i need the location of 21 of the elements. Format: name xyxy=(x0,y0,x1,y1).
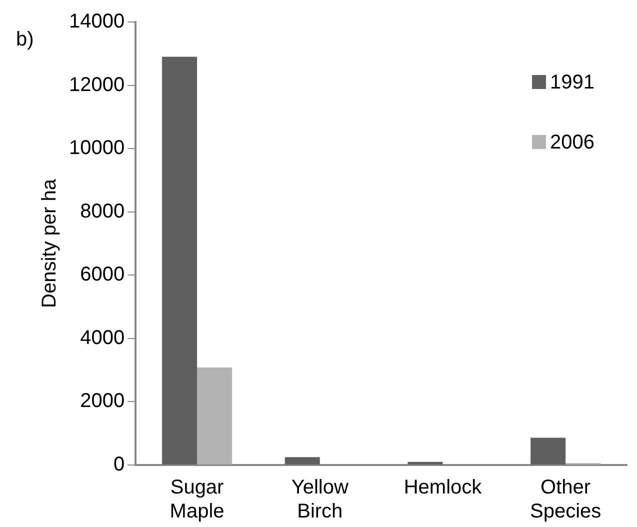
bar xyxy=(530,438,566,464)
y-tick-label: 0 xyxy=(113,454,125,476)
x-tick-label: Other Species xyxy=(530,476,602,523)
y-tick-label: 4000 xyxy=(80,326,125,349)
x-tick-label: Sugar Maple xyxy=(170,476,224,523)
bar xyxy=(162,56,198,464)
bar xyxy=(284,457,320,464)
x-tick-label: Yellow Birch xyxy=(291,476,349,523)
y-tick-label: 6000 xyxy=(80,264,125,286)
legend-label: 2006 xyxy=(550,132,594,154)
y-tick-label: 14000 xyxy=(68,10,125,33)
y-tick-label: 8000 xyxy=(80,200,125,222)
x-tick-label: Hemlock xyxy=(404,476,483,499)
text: b) xyxy=(16,28,34,51)
legend-label: 1991 xyxy=(550,72,594,94)
y-tick-label: 12000 xyxy=(68,74,125,96)
y-tick-label: 10000 xyxy=(68,137,125,160)
bar xyxy=(197,368,232,464)
y-axis-title: Density per ha xyxy=(38,178,61,308)
y-tick-label: 2000 xyxy=(80,390,125,412)
bar xyxy=(408,462,443,464)
